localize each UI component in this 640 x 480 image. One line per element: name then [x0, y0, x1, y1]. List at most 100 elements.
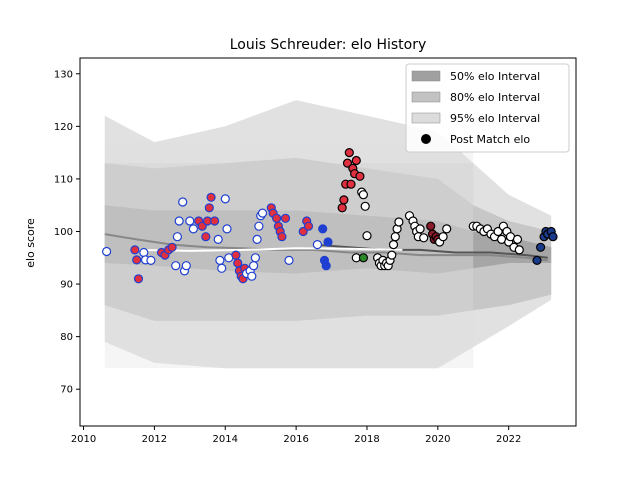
y-tick-label: 90: [60, 280, 73, 291]
data-point: [339, 195, 349, 205]
data-point: [394, 217, 404, 227]
y-tick-label: 120: [54, 122, 73, 133]
legend-box: [405, 63, 570, 153]
data-point: [201, 232, 211, 242]
data-point: [185, 216, 195, 226]
data-point: [133, 274, 144, 284]
data-point: [247, 271, 257, 281]
legend-marker: [421, 134, 431, 144]
data-point: [548, 232, 558, 242]
data-point: [360, 201, 370, 211]
data-point: [231, 250, 241, 260]
legend-label: Post Match elo: [450, 133, 530, 146]
data-point: [252, 234, 262, 244]
axes-frame: [79, 57, 577, 427]
data-point: [323, 237, 333, 247]
x-tick-label: 2014: [213, 434, 238, 445]
data-point: [312, 240, 322, 250]
y-axis-label: elo score: [24, 218, 37, 268]
x-tick-label: 2018: [354, 434, 379, 445]
data-point: [442, 224, 452, 234]
data-point: [280, 213, 291, 223]
data-point: [388, 240, 399, 250]
legend-label: 50% elo Interval: [450, 70, 540, 83]
data-point: [362, 231, 372, 241]
data-point: [342, 158, 353, 168]
data-point: [284, 255, 294, 265]
data-point: [217, 263, 227, 273]
data-point: [390, 232, 400, 242]
data-point: [346, 179, 356, 189]
y-tick-label: 100: [54, 227, 73, 238]
data-point: [233, 258, 243, 268]
y-tick-label: 80: [60, 332, 73, 343]
plot-area: [101, 100, 558, 369]
data-point: [254, 221, 264, 231]
x-tick-label: 2016: [283, 434, 308, 445]
legend-swatch: [411, 91, 441, 103]
data-point: [337, 203, 347, 213]
data-point: [206, 192, 216, 202]
data-point: [172, 232, 182, 242]
data-point: [257, 208, 268, 218]
data-point: [318, 224, 328, 234]
x-tick-label: 2012: [142, 434, 167, 445]
data-point: [535, 242, 546, 252]
data-point: [321, 261, 331, 271]
data-point: [215, 255, 225, 265]
x-tick-label: 2022: [496, 434, 521, 445]
data-point: [250, 253, 260, 263]
data-point: [512, 234, 523, 244]
data-point: [419, 233, 429, 243]
data-point: [493, 226, 503, 237]
data-point: [358, 190, 368, 200]
data-point: [188, 224, 198, 234]
y-tick-label: 130: [54, 69, 73, 80]
axes: 2010 2012 2014 2016 2018 2020 2022 70 80 90 100 110…: [54, 57, 577, 445]
chart-title: Louis Schreuder: elo History: [230, 37, 427, 53]
data-point: [220, 194, 230, 204]
legend-label: 80% elo Interval: [450, 91, 540, 104]
data-point: [222, 224, 232, 234]
data-point: [358, 253, 368, 263]
data-point: [210, 216, 220, 226]
x-tick-label: 2020: [425, 434, 450, 445]
data-point: [249, 261, 259, 271]
legend-swatch: [411, 112, 441, 124]
x-tick-label: 2010: [71, 434, 96, 445]
data-point: [438, 232, 448, 242]
data-point: [426, 221, 436, 231]
trend-line-0: [104, 233, 548, 262]
data-point: [132, 255, 142, 265]
data-point: [415, 224, 425, 234]
data-point: [174, 216, 184, 226]
data-point: [171, 261, 181, 271]
data-point: [387, 250, 397, 260]
data-point: [178, 197, 188, 207]
data-point: [139, 247, 149, 258]
data-point: [204, 203, 214, 213]
data-point: [213, 234, 223, 244]
data-point: [181, 261, 191, 271]
legend-swatch: [411, 70, 441, 82]
legend: 50% elo Interval 80% elo Interval 95% elo …: [405, 63, 570, 153]
data-point: [303, 221, 314, 231]
data-point: [277, 232, 287, 242]
data-point: [298, 226, 308, 237]
data-point: [355, 171, 365, 181]
data-point: [146, 255, 156, 265]
data-point: [514, 245, 524, 255]
history-region: [104, 163, 474, 306]
y-tick-label: 70: [60, 385, 73, 396]
trend-line-1: [313, 243, 548, 259]
data-point: [101, 246, 112, 257]
data-point: [351, 155, 361, 166]
plot-content: [101, 100, 558, 369]
data-point: [130, 245, 140, 255]
data-point: [272, 213, 282, 223]
y-tick-label: 110: [54, 174, 73, 185]
trend-line-2: [136, 247, 403, 252]
data-point: [167, 242, 177, 252]
data-point: [344, 148, 354, 158]
